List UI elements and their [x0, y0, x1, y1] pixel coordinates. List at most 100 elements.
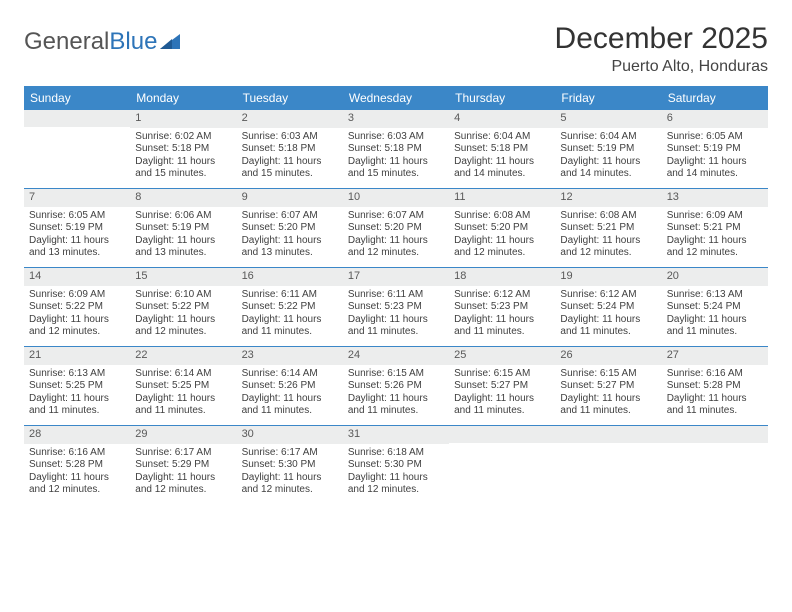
day-line: Daylight: 11 hours — [29, 393, 125, 406]
day-line: and 12 minutes. — [135, 326, 231, 339]
day-body: Sunrise: 6:11 AMSunset: 5:23 PMDaylight:… — [343, 286, 449, 343]
day-line: Sunrise: 6:18 AM — [348, 447, 444, 460]
day-line: and 12 minutes. — [29, 484, 125, 497]
day-cell: 1Sunrise: 6:02 AMSunset: 5:18 PMDaylight… — [130, 110, 236, 188]
day-line: Sunset: 5:27 PM — [560, 380, 656, 393]
day-number: 6 — [662, 110, 768, 128]
day-line: and 13 minutes. — [135, 247, 231, 260]
day-body: Sunrise: 6:11 AMSunset: 5:22 PMDaylight:… — [237, 286, 343, 343]
day-line: and 12 minutes. — [135, 484, 231, 497]
calendar: SundayMondayTuesdayWednesdayThursdayFrid… — [24, 86, 768, 504]
day-line: Daylight: 11 hours — [135, 472, 231, 485]
day-line: Daylight: 11 hours — [667, 235, 763, 248]
day-line: Sunrise: 6:09 AM — [29, 289, 125, 302]
day-line: Sunset: 5:23 PM — [348, 301, 444, 314]
day-line: and 13 minutes. — [29, 247, 125, 260]
day-body: Sunrise: 6:02 AMSunset: 5:18 PMDaylight:… — [130, 128, 236, 185]
day-line: and 14 minutes. — [454, 168, 550, 181]
day-cell: 17Sunrise: 6:11 AMSunset: 5:23 PMDayligh… — [343, 268, 449, 346]
day-line: Daylight: 11 hours — [454, 235, 550, 248]
day-line: Sunset: 5:26 PM — [348, 380, 444, 393]
day-line: Sunrise: 6:14 AM — [135, 368, 231, 381]
day-line: Sunrise: 6:14 AM — [242, 368, 338, 381]
day-line: Sunset: 5:28 PM — [29, 459, 125, 472]
day-body: Sunrise: 6:07 AMSunset: 5:20 PMDaylight:… — [237, 207, 343, 264]
day-line: and 11 minutes. — [242, 405, 338, 418]
day-line: and 11 minutes. — [454, 326, 550, 339]
logo-triangle-icon — [159, 33, 181, 51]
day-line: Sunrise: 6:16 AM — [667, 368, 763, 381]
day-line: and 12 minutes. — [348, 484, 444, 497]
day-line: and 11 minutes. — [667, 326, 763, 339]
day-cell: 2Sunrise: 6:03 AMSunset: 5:18 PMDaylight… — [237, 110, 343, 188]
day-line: Daylight: 11 hours — [242, 235, 338, 248]
day-body: Sunrise: 6:07 AMSunset: 5:20 PMDaylight:… — [343, 207, 449, 264]
day-line: Daylight: 11 hours — [348, 472, 444, 485]
day-cell — [555, 426, 661, 504]
day-line: Daylight: 11 hours — [560, 156, 656, 169]
day-number — [662, 426, 768, 443]
day-cell: 31Sunrise: 6:18 AMSunset: 5:30 PMDayligh… — [343, 426, 449, 504]
day-cell: 5Sunrise: 6:04 AMSunset: 5:19 PMDaylight… — [555, 110, 661, 188]
day-line: Sunset: 5:24 PM — [667, 301, 763, 314]
day-cell: 25Sunrise: 6:15 AMSunset: 5:27 PMDayligh… — [449, 347, 555, 425]
day-body: Sunrise: 6:06 AMSunset: 5:19 PMDaylight:… — [130, 207, 236, 264]
day-cell: 23Sunrise: 6:14 AMSunset: 5:26 PMDayligh… — [237, 347, 343, 425]
day-body: Sunrise: 6:03 AMSunset: 5:18 PMDaylight:… — [237, 128, 343, 185]
day-line: and 11 minutes. — [242, 326, 338, 339]
day-line: Daylight: 11 hours — [135, 235, 231, 248]
day-headers-row: SundayMondayTuesdayWednesdayThursdayFrid… — [24, 86, 768, 110]
day-cell: 6Sunrise: 6:05 AMSunset: 5:19 PMDaylight… — [662, 110, 768, 188]
day-line: Daylight: 11 hours — [29, 472, 125, 485]
day-header: Sunday — [24, 86, 130, 110]
day-line: Sunset: 5:28 PM — [667, 380, 763, 393]
day-number — [449, 426, 555, 443]
day-line: Sunset: 5:24 PM — [560, 301, 656, 314]
day-number: 1 — [130, 110, 236, 128]
calendar-page: GeneralBlue December 2025 Puerto Alto, H… — [0, 0, 792, 504]
day-number: 23 — [237, 347, 343, 365]
day-line: Daylight: 11 hours — [135, 314, 231, 327]
day-line: and 12 minutes. — [560, 247, 656, 260]
day-body: Sunrise: 6:08 AMSunset: 5:21 PMDaylight:… — [555, 207, 661, 264]
day-line: and 15 minutes. — [242, 168, 338, 181]
day-cell — [24, 110, 130, 188]
week-row: 14Sunrise: 6:09 AMSunset: 5:22 PMDayligh… — [24, 268, 768, 347]
day-line: Sunset: 5:19 PM — [560, 143, 656, 156]
week-row: 7Sunrise: 6:05 AMSunset: 5:19 PMDaylight… — [24, 189, 768, 268]
day-number — [24, 110, 130, 127]
week-row: 21Sunrise: 6:13 AMSunset: 5:25 PMDayligh… — [24, 347, 768, 426]
day-number: 24 — [343, 347, 449, 365]
day-cell — [449, 426, 555, 504]
day-cell: 24Sunrise: 6:15 AMSunset: 5:26 PMDayligh… — [343, 347, 449, 425]
day-body: Sunrise: 6:14 AMSunset: 5:25 PMDaylight:… — [130, 365, 236, 422]
day-line: Daylight: 11 hours — [560, 314, 656, 327]
day-cell: 9Sunrise: 6:07 AMSunset: 5:20 PMDaylight… — [237, 189, 343, 267]
day-number: 27 — [662, 347, 768, 365]
day-cell: 11Sunrise: 6:08 AMSunset: 5:20 PMDayligh… — [449, 189, 555, 267]
day-line: Sunrise: 6:15 AM — [560, 368, 656, 381]
day-line: and 11 minutes. — [560, 405, 656, 418]
day-line: Daylight: 11 hours — [454, 314, 550, 327]
day-number: 29 — [130, 426, 236, 444]
day-cell: 16Sunrise: 6:11 AMSunset: 5:22 PMDayligh… — [237, 268, 343, 346]
day-cell: 21Sunrise: 6:13 AMSunset: 5:25 PMDayligh… — [24, 347, 130, 425]
day-line: Sunrise: 6:03 AM — [242, 131, 338, 144]
day-body: Sunrise: 6:10 AMSunset: 5:22 PMDaylight:… — [130, 286, 236, 343]
weeks-container: 1Sunrise: 6:02 AMSunset: 5:18 PMDaylight… — [24, 110, 768, 504]
day-line: Sunset: 5:18 PM — [454, 143, 550, 156]
day-body: Sunrise: 6:05 AMSunset: 5:19 PMDaylight:… — [662, 128, 768, 185]
day-line: Sunrise: 6:10 AM — [135, 289, 231, 302]
day-cell: 8Sunrise: 6:06 AMSunset: 5:19 PMDaylight… — [130, 189, 236, 267]
day-line: Daylight: 11 hours — [560, 235, 656, 248]
day-cell: 27Sunrise: 6:16 AMSunset: 5:28 PMDayligh… — [662, 347, 768, 425]
day-body: Sunrise: 6:15 AMSunset: 5:26 PMDaylight:… — [343, 365, 449, 422]
day-header: Friday — [555, 86, 661, 110]
day-cell: 3Sunrise: 6:03 AMSunset: 5:18 PMDaylight… — [343, 110, 449, 188]
logo: GeneralBlue — [24, 28, 181, 56]
day-body: Sunrise: 6:17 AMSunset: 5:30 PMDaylight:… — [237, 444, 343, 501]
day-line: Sunrise: 6:13 AM — [29, 368, 125, 381]
day-number: 25 — [449, 347, 555, 365]
day-line: Sunset: 5:25 PM — [135, 380, 231, 393]
day-line: Daylight: 11 hours — [667, 156, 763, 169]
